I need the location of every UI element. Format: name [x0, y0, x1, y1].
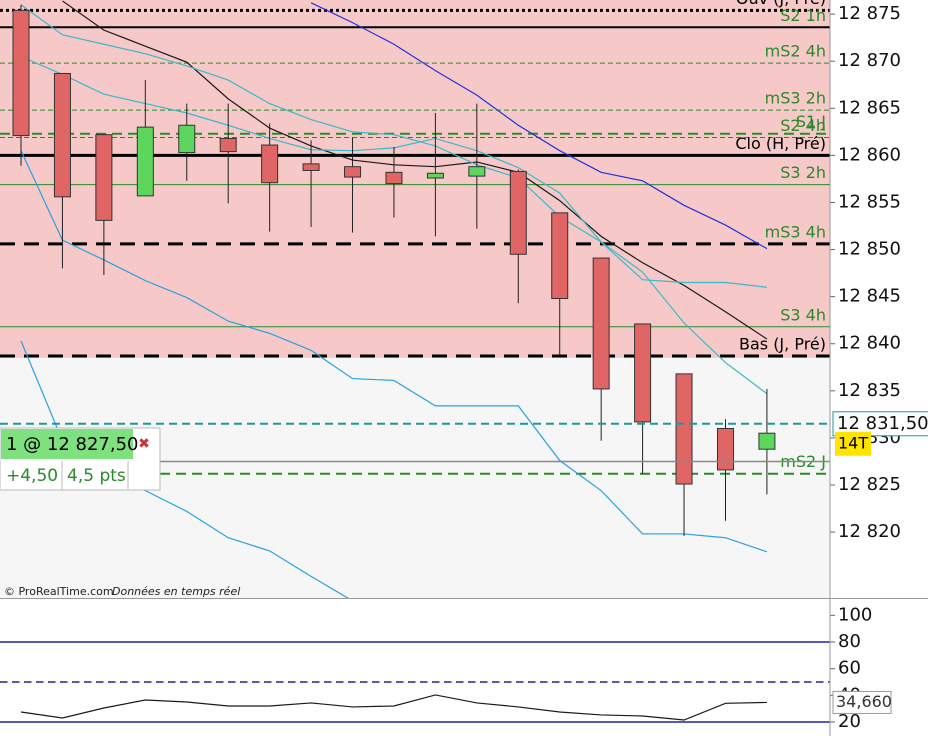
last-price-label: 12 831,50: [837, 413, 928, 434]
y-tick-label: 80: [838, 631, 861, 652]
y-tick-label: 12 825: [838, 474, 901, 495]
candle-body: [675, 373, 693, 485]
y-tick-label: 12 875: [838, 3, 901, 24]
price-plot: Ouv (J, Pré)S2 1h mS2 4h mS3 2h S1 JS2 4hCl…: [0, 0, 830, 598]
candle-body: [219, 137, 237, 153]
candle-body: [344, 166, 362, 178]
position-points: 4,5 pts: [67, 466, 126, 486]
y-tick-label: 20: [838, 711, 861, 732]
candle-body: [12, 9, 30, 137]
position-gain: +4,50: [6, 466, 58, 486]
indicator-line: [20, 694, 767, 721]
indicator-line: [310, 2, 768, 250]
candle-body: [509, 170, 527, 255]
position-label: 1 @ 12 827,50: [6, 434, 139, 455]
zone: [0, 0, 830, 358]
y-tick-label: 12 840: [838, 333, 901, 354]
level-label: S2 4h: [780, 116, 826, 135]
y-tick-label: 12 870: [838, 50, 901, 71]
level-label: Bas (J, Pré): [739, 334, 826, 353]
level-label: mS2 4h: [765, 42, 826, 61]
candle-body: [178, 124, 196, 154]
y-tick-label: 12 860: [838, 144, 901, 165]
level-label: Clo (H, Pré): [735, 134, 826, 153]
y-tick-label: 12 820: [838, 521, 901, 542]
level-label: mS3 4h: [765, 222, 826, 241]
indicator-line: [20, 4, 768, 395]
y-tick-label: 60: [838, 658, 861, 679]
y-tick-label: 12 835: [838, 380, 901, 401]
level-label: Ouv (J, Pré): [736, 0, 826, 8]
timer: 14T: [838, 433, 868, 452]
note: Données en temps réel: [112, 585, 240, 598]
candle-body: [426, 172, 444, 179]
value-label: 34,660: [836, 692, 892, 711]
source: © ProRealTime.com: [4, 585, 114, 598]
position-header: [1, 429, 133, 459]
indicator-line: [62, 0, 768, 340]
close-button[interactable]: ✖: [138, 436, 150, 452]
candle-body: [716, 427, 734, 471]
oscillator-plot: [0, 600, 830, 736]
candle-body: [592, 257, 610, 390]
level-label: S3 2h: [780, 163, 826, 182]
y-tick-label: 100: [838, 604, 872, 625]
value-tag: [832, 690, 892, 714]
candle-body: [634, 323, 652, 423]
candle-body: [95, 134, 113, 221]
y-tick-label: 12 845: [838, 286, 901, 307]
y-tick-label: 12 855: [838, 191, 901, 212]
y-tick-label: 12 850: [838, 239, 901, 260]
level-label: S1 J: [796, 112, 826, 131]
level-label: mS3 2h: [765, 89, 826, 108]
indicator-line: [20, 150, 768, 553]
candle-body: [385, 171, 403, 185]
candle-body: [551, 212, 569, 300]
y-tick-label: 12 865: [838, 97, 901, 118]
candle-body: [302, 163, 320, 171]
level-label: S3 4h: [780, 305, 826, 324]
level-label: S2 1h: [780, 6, 826, 25]
candle-body: [136, 126, 154, 197]
position-box: 1 @ 12 827,50 ✖ +4,50 4,5 pts: [0, 427, 161, 491]
axes: 12 875 12 870 12 865 12 860 12 855 12 850 12 8…: [830, 3, 928, 732]
timer-tag: [835, 431, 871, 456]
candle-body: [468, 166, 486, 177]
candle-body: [53, 72, 71, 198]
plot-bg: [0, 600, 830, 736]
candle-body: [261, 144, 279, 184]
candle-body: [758, 432, 776, 450]
